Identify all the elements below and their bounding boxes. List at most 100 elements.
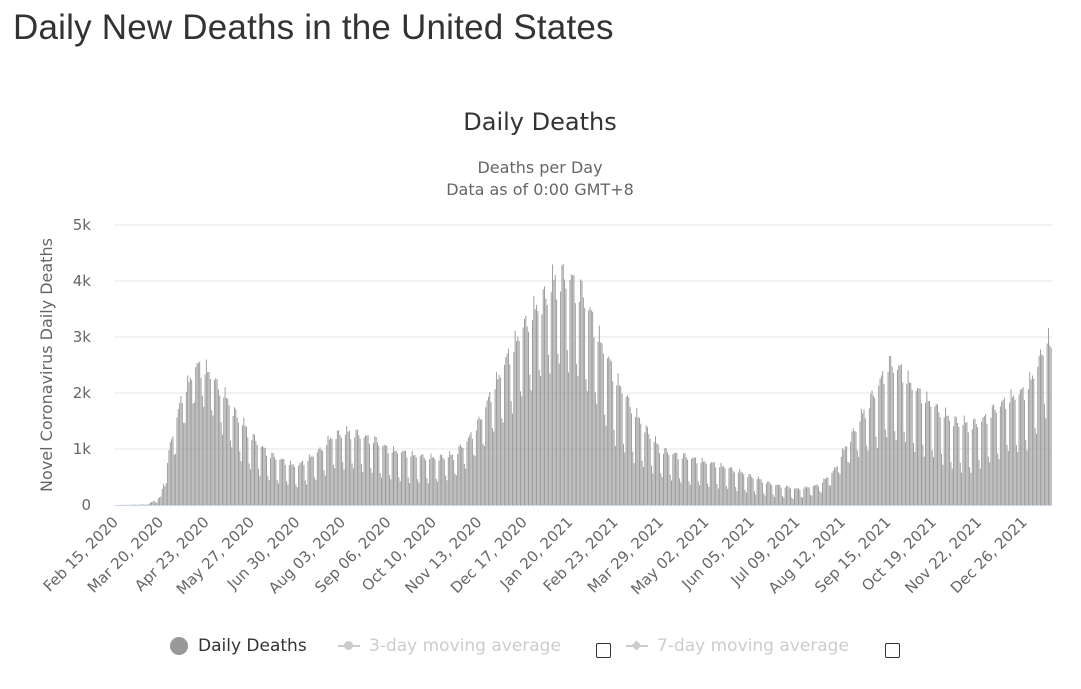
bar bbox=[506, 353, 508, 505]
bar bbox=[287, 484, 289, 505]
bar bbox=[671, 480, 673, 505]
bar bbox=[542, 289, 544, 505]
3-day-average-checkbox[interactable] bbox=[596, 643, 611, 658]
bar bbox=[250, 469, 251, 505]
bar bbox=[588, 310, 590, 505]
bar bbox=[308, 454, 310, 505]
bar bbox=[213, 380, 215, 505]
bar bbox=[823, 478, 825, 505]
bar bbox=[600, 342, 602, 505]
bar bbox=[642, 467, 644, 505]
bar bbox=[183, 422, 185, 505]
bar bbox=[364, 435, 366, 505]
bar bbox=[995, 412, 997, 505]
bar bbox=[711, 462, 713, 505]
bar bbox=[177, 409, 179, 505]
bar bbox=[998, 459, 1000, 505]
bar bbox=[219, 395, 221, 505]
bar bbox=[1022, 386, 1024, 505]
bar bbox=[792, 499, 794, 505]
bar bbox=[288, 465, 290, 505]
bar bbox=[319, 447, 321, 505]
bar bbox=[949, 420, 951, 505]
bar bbox=[159, 497, 161, 505]
bar bbox=[836, 466, 838, 505]
bar bbox=[680, 482, 682, 505]
bar bbox=[148, 503, 150, 505]
bar bbox=[633, 463, 635, 505]
bar bbox=[1037, 366, 1039, 505]
bar bbox=[832, 470, 834, 505]
bar bbox=[370, 468, 372, 505]
bar bbox=[886, 437, 888, 505]
bar bbox=[323, 470, 325, 505]
bar bbox=[819, 491, 821, 505]
bar bbox=[777, 484, 779, 505]
bar bbox=[244, 425, 246, 505]
7-day-average-checkbox[interactable] bbox=[885, 643, 900, 658]
bar bbox=[717, 488, 719, 505]
bar bbox=[402, 450, 404, 505]
bar bbox=[894, 431, 896, 505]
bar bbox=[374, 436, 376, 505]
bar bbox=[398, 477, 400, 505]
bar bbox=[193, 402, 195, 505]
bar bbox=[338, 430, 340, 505]
bar bbox=[386, 445, 388, 505]
bar bbox=[387, 453, 389, 505]
bar bbox=[810, 494, 812, 505]
bar bbox=[769, 483, 771, 505]
bar bbox=[838, 472, 840, 505]
bar bbox=[692, 457, 694, 505]
bar bbox=[335, 439, 337, 505]
bar bbox=[251, 440, 253, 505]
bar bbox=[679, 478, 681, 505]
bar bbox=[724, 468, 726, 505]
bar bbox=[739, 469, 741, 505]
legend-item-3-day-average[interactable]: 3-day moving average bbox=[338, 636, 561, 656]
bar bbox=[935, 403, 937, 505]
bar bbox=[696, 463, 698, 505]
bar bbox=[389, 475, 390, 505]
legend-item-7-day-average[interactable]: 7-day moving average bbox=[626, 636, 849, 656]
y-tick-label: 1k bbox=[73, 440, 92, 458]
bar bbox=[982, 417, 984, 505]
bar bbox=[414, 454, 416, 505]
bar bbox=[735, 487, 737, 505]
bar bbox=[306, 484, 308, 505]
bar bbox=[816, 484, 818, 505]
bar bbox=[859, 421, 861, 505]
bar bbox=[673, 452, 675, 505]
bar bbox=[149, 502, 151, 505]
circle-marker-icon bbox=[170, 637, 188, 655]
bar bbox=[574, 303, 576, 505]
bar bbox=[354, 437, 356, 505]
bar bbox=[462, 447, 464, 505]
bar bbox=[263, 447, 265, 505]
bar bbox=[937, 404, 939, 505]
bar bbox=[753, 491, 755, 505]
chart-title: Daily Deaths bbox=[463, 108, 616, 136]
bar bbox=[494, 389, 496, 505]
bar bbox=[236, 417, 238, 505]
bar bbox=[629, 406, 631, 505]
bar bbox=[485, 407, 487, 505]
bar bbox=[608, 356, 610, 505]
legend-item-daily-deaths[interactable]: Daily Deaths bbox=[170, 636, 307, 656]
bar bbox=[199, 361, 201, 505]
bar bbox=[882, 371, 884, 505]
bar bbox=[612, 381, 614, 505]
bar bbox=[330, 437, 332, 505]
bar bbox=[362, 471, 364, 505]
bar bbox=[510, 401, 512, 505]
bar bbox=[570, 274, 572, 505]
bar bbox=[314, 477, 316, 505]
bar bbox=[1035, 433, 1037, 505]
bar bbox=[804, 486, 806, 505]
bar bbox=[522, 327, 524, 505]
bar bbox=[862, 413, 864, 505]
bar bbox=[868, 408, 870, 505]
bar bbox=[368, 443, 370, 505]
bar bbox=[638, 418, 640, 505]
bar bbox=[286, 481, 288, 505]
